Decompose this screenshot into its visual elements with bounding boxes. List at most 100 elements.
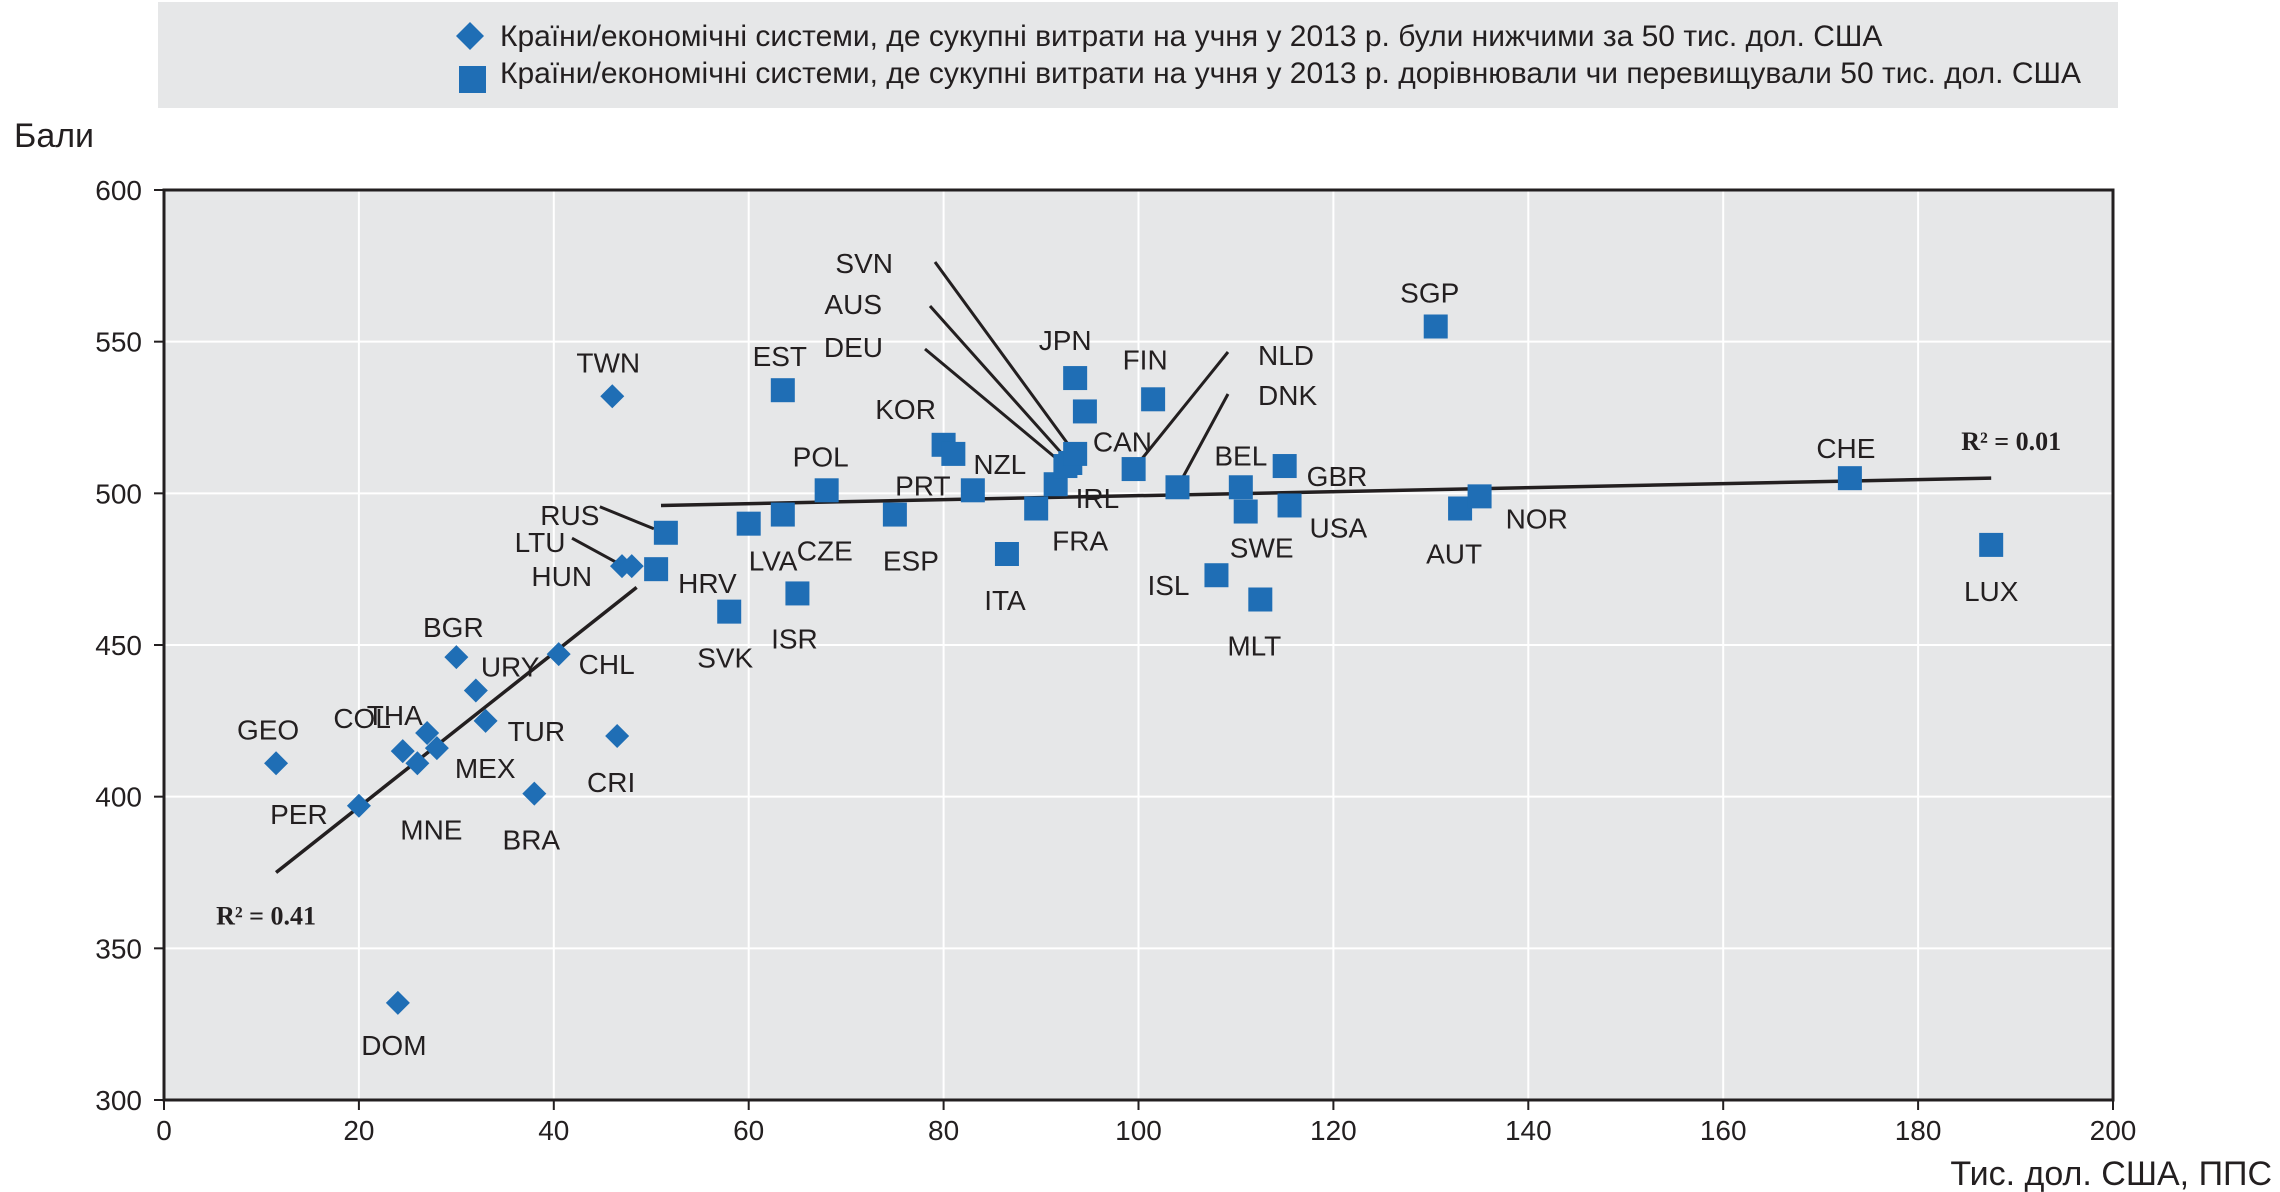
point-label-sgp: SGP <box>1400 278 1459 309</box>
data-point-geo <box>264 751 289 776</box>
data-point-dnk <box>1165 475 1190 500</box>
leader-line-ltu <box>571 536 617 564</box>
x-axis-ticks: 0 20 40 60 80 100 120 140 160 180 200 <box>156 1100 2136 1146</box>
data-point-lva <box>736 511 761 536</box>
data-point-che <box>1837 466 1862 491</box>
y-tick-label: 450 <box>95 630 142 661</box>
data-point-sgp <box>1423 314 1448 339</box>
data-point-cze <box>770 502 795 527</box>
point-label-che: CHE <box>1816 433 1875 464</box>
legend-square-icon <box>459 66 486 93</box>
data-point-rus <box>653 520 678 545</box>
point-label-kor: KOR <box>875 394 936 425</box>
point-label-lux: LUX <box>1964 576 2019 607</box>
point-label-ury: URY <box>481 652 540 683</box>
point-label-usa: USA <box>1310 512 1368 543</box>
point-label-mlt: MLT <box>1227 631 1281 662</box>
point-label-gbr: GBR <box>1307 461 1368 492</box>
data-point-isr <box>785 581 810 606</box>
legend-diamond-icon <box>456 22 484 50</box>
point-label-esp: ESP <box>883 546 939 577</box>
data-point-hun <box>619 554 644 579</box>
gridlines <box>164 190 2113 1100</box>
point-label-swe: SWE <box>1230 533 1294 564</box>
y-tick-label: 400 <box>95 782 142 813</box>
point-label-can: CAN <box>1093 426 1152 457</box>
y-tick-label: 600 <box>95 175 142 206</box>
point-label-chl: CHL <box>579 649 635 680</box>
data-point-isl <box>1204 563 1229 588</box>
legend-background <box>158 2 2118 108</box>
point-label-lva: LVA <box>749 546 798 577</box>
data-point-svn <box>1063 441 1088 466</box>
y-tick-label: 350 <box>95 933 142 964</box>
data-point-can <box>1072 399 1097 424</box>
leader-line-rus <box>599 505 655 531</box>
data-point-lux <box>1979 532 2004 557</box>
point-label-nzl: NZL <box>973 449 1026 480</box>
data-point-nld <box>1121 457 1146 482</box>
data-point-bra <box>522 781 547 806</box>
r2-label-low: R² = 0.41 <box>216 902 316 931</box>
data-point-pol <box>814 478 839 503</box>
data-point-svk <box>717 599 742 624</box>
point-label-isr: ISR <box>771 623 818 654</box>
data-point-twn <box>600 384 625 409</box>
x-tick-label: 60 <box>733 1115 764 1146</box>
data-point-bgr <box>444 645 469 670</box>
point-label-bra: BRA <box>503 825 561 856</box>
x-tick-label: 180 <box>1895 1115 1942 1146</box>
y-axis-label: Бали <box>14 117 94 155</box>
data-point-nor <box>1467 484 1492 509</box>
y-tick-label: 500 <box>95 478 142 509</box>
point-label-tha: THA <box>367 700 423 731</box>
point-label-hun: HUN <box>531 561 592 592</box>
r2-label-high: R² = 0.01 <box>1961 427 2061 456</box>
data-point-mex <box>424 736 449 761</box>
data-point-cri <box>605 724 630 748</box>
x-tick-label: 80 <box>928 1115 959 1146</box>
point-label-svk: SVK <box>697 643 753 674</box>
point-label-ita: ITA <box>984 585 1026 616</box>
data-point-hrv <box>644 557 669 582</box>
point-label-svn: SVN <box>835 248 893 279</box>
point-label-isl: ISL <box>1147 570 1189 601</box>
data-point-col <box>415 720 440 745</box>
legend-entry-above-50k: Країни/економічні системи, де сукупні ви… <box>500 57 2081 90</box>
point-label-est: EST <box>753 341 807 372</box>
data-point-swe <box>1233 499 1258 524</box>
data-point-fra <box>1024 496 1049 521</box>
point-labels: GEO PER DOM THA MNE COL MEX BGR URY TUR BRA CHL TWN C… <box>237 248 2019 1061</box>
data-point-est <box>770 378 795 403</box>
point-label-dnk: DNK <box>1258 380 1317 411</box>
leader-line-nld <box>1132 351 1230 471</box>
data-point-tur <box>473 708 498 733</box>
data-point-mlt <box>1248 587 1273 612</box>
point-label-prt: PRT <box>895 470 951 501</box>
y-tick-label: 300 <box>95 1085 142 1116</box>
y-tick-label: 550 <box>95 327 142 358</box>
point-label-bel: BEL <box>1214 440 1267 471</box>
data-point-prt <box>960 478 985 503</box>
x-tick-label: 140 <box>1505 1115 1552 1146</box>
data-point-nzl <box>941 441 966 466</box>
trendline <box>660 476 1992 508</box>
point-label-rus: RUS <box>540 500 599 531</box>
point-label-aut: AUT <box>1426 539 1482 570</box>
x-tick-label: 20 <box>343 1115 374 1146</box>
point-label-tur: TUR <box>508 716 566 747</box>
leader-line-dnk <box>1176 393 1230 488</box>
x-tick-label: 120 <box>1310 1115 1357 1146</box>
x-tick-label: 160 <box>1700 1115 1747 1146</box>
point-label-per: PER <box>270 799 328 830</box>
data-point-esp <box>882 502 907 527</box>
point-label-dom: DOM <box>361 1030 426 1061</box>
y-axis-ticks: 300 350 400 450 500 550 600 <box>95 175 164 1116</box>
leader-line-deu <box>924 347 1067 468</box>
point-label-fra: FRA <box>1052 526 1108 557</box>
point-label-bgr: BGR <box>423 612 484 643</box>
point-label-ltu: LTU <box>515 527 566 558</box>
data-point-ury <box>463 678 488 703</box>
data-point-bel <box>1228 475 1253 500</box>
point-label-jpn: JPN <box>1039 325 1092 356</box>
